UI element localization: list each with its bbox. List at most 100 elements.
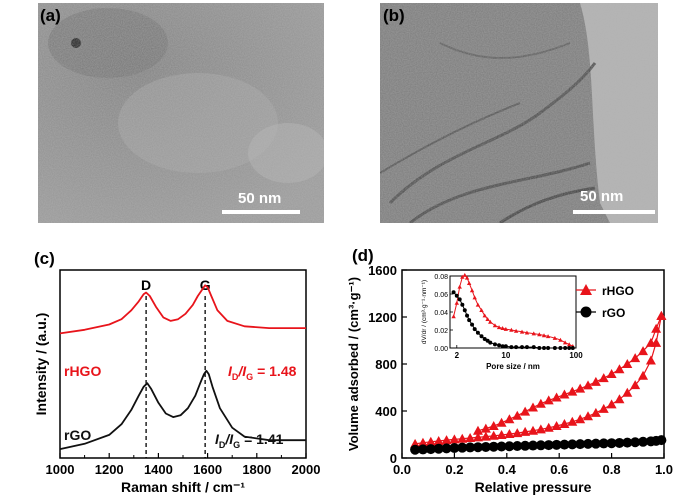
inset-point-rHGO xyxy=(457,284,462,289)
inset-y-tick-label: 0.00 xyxy=(434,346,448,353)
x-tick-label: 0.2 xyxy=(445,462,463,477)
inset-point-rHGO xyxy=(558,337,563,342)
point-rHGO-ads xyxy=(449,434,460,444)
inset-point-rGO xyxy=(457,297,462,302)
point-rHGO-ads xyxy=(575,414,586,424)
inset-point-rHGO xyxy=(496,325,502,330)
inset-point-rHGO xyxy=(451,314,456,319)
point-rGO xyxy=(567,439,578,450)
point-rHGO-ads xyxy=(614,394,625,404)
point-rHGO-ads xyxy=(528,425,538,435)
point-rGO xyxy=(598,438,609,449)
x-tick-label: 0.4 xyxy=(498,462,517,477)
point-rHGO-ads xyxy=(472,432,483,442)
x-tick-label: 1800 xyxy=(242,462,271,477)
series-label-rHGO: rHGO xyxy=(64,363,101,379)
x-tick-label: 1000 xyxy=(46,462,75,477)
inset-point-rHGO xyxy=(462,272,467,277)
inset-point-rGO xyxy=(563,346,568,350)
panel-label-d: (d) xyxy=(352,246,374,265)
inset-point-rHGO xyxy=(464,275,470,280)
inset-point-rGO xyxy=(454,293,459,298)
inset-point-rHGO xyxy=(537,332,542,337)
inset-point-rGO xyxy=(524,345,529,350)
panel-label-a: (a) xyxy=(40,6,61,25)
point-rHGO-des xyxy=(543,395,554,405)
inset-point-rHGO xyxy=(482,313,487,318)
x-tick-label: 2000 xyxy=(292,462,321,477)
inset-point-rGO xyxy=(465,313,470,318)
point-rHGO-des xyxy=(598,373,609,383)
inset-point-rHGO xyxy=(488,319,493,324)
point-rHGO-ads xyxy=(457,433,468,443)
tem-image-b xyxy=(380,3,658,223)
y-tick-label: 400 xyxy=(375,404,397,419)
x-tick-label: 0.8 xyxy=(603,462,621,477)
point-rGO xyxy=(496,441,507,452)
series-line-rGO xyxy=(59,369,306,450)
inset-point-rGO xyxy=(462,308,467,313)
point-rHGO-ads xyxy=(496,429,507,439)
scale-bar-b xyxy=(573,210,655,214)
point-rHGO-ads xyxy=(567,416,578,426)
inset-point-rHGO xyxy=(475,302,481,307)
point-rHGO-des xyxy=(590,376,601,386)
inset-point-rHGO xyxy=(524,330,530,335)
inset-point-rGO xyxy=(500,344,505,349)
inset-point-rGO xyxy=(537,346,542,350)
point-rGO xyxy=(583,438,594,449)
x-tick-label: 0.6 xyxy=(550,462,568,477)
legend-label-rHGO: rHGO xyxy=(602,284,634,298)
y-tick-label: 0 xyxy=(390,451,397,466)
point-rGO xyxy=(614,437,625,448)
point-rGO xyxy=(480,441,491,452)
inset-point-rGO xyxy=(470,322,475,327)
inset-point-rHGO xyxy=(519,329,525,334)
point-rGO xyxy=(535,440,546,451)
panel-label-c: (c) xyxy=(34,249,55,268)
inset-point-rGO xyxy=(546,346,551,350)
point-rHGO-ads xyxy=(630,380,641,390)
inset-point-rGO xyxy=(479,334,484,339)
point-rGO xyxy=(528,440,538,451)
isotherm-chart: 0.0 0.2 0.4 0.6 0.8 1.0 0 400 800 1200 1600 Relativ… xyxy=(346,263,673,495)
x-tick-label: 0.0 xyxy=(393,462,411,477)
point-rGO xyxy=(622,437,633,448)
x-tick-label: 1.0 xyxy=(655,462,673,477)
inset-point-rHGO xyxy=(472,295,477,300)
tem-image-a xyxy=(38,3,324,223)
point-rHGO-des xyxy=(567,386,578,396)
point-rHGO-des xyxy=(622,359,633,368)
ratio-label-rGO: ID/IG = 1.41 xyxy=(215,431,284,450)
inset-y-tick-label: 0.04 xyxy=(434,310,448,317)
x-tick-label: 1400 xyxy=(144,462,173,477)
inset-y-tick-label: 0.06 xyxy=(434,292,448,299)
inset-point-rHGO xyxy=(485,317,490,321)
x-axis-label: Relative pressure xyxy=(475,479,592,495)
inset-y-tick-label: 0.08 xyxy=(434,274,448,281)
raman-chart: 1000 1200 1400 1600 1800 2000 Raman shift / cm… xyxy=(33,269,321,495)
scale-bar-label-a: 50 nm xyxy=(238,190,282,207)
inset-point-rGO xyxy=(488,340,493,345)
point-rGO xyxy=(630,437,641,448)
point-rGO xyxy=(551,439,562,450)
inset-point-rHGO xyxy=(500,326,505,330)
point-rHGO-des xyxy=(528,402,538,412)
inset-point-rGO xyxy=(509,345,514,350)
inset-x-tick-label: 2 xyxy=(455,351,460,360)
x-axis-label: Raman shift / cm⁻¹ xyxy=(121,479,245,495)
point-rGO xyxy=(520,440,531,451)
y-axis-label: Intensity / (a.u.) xyxy=(33,313,49,416)
point-rHGO-ads xyxy=(590,407,601,417)
inset-point-rGO xyxy=(570,346,575,350)
inset-point-rHGO xyxy=(454,300,459,305)
ratio-label-rHGO: ID/IG = 1.48 xyxy=(228,363,297,382)
point-rGO xyxy=(417,444,428,455)
legend-marker-rGO xyxy=(580,306,592,318)
point-rHGO-ads xyxy=(598,403,609,413)
point-rHGO-des xyxy=(472,425,483,435)
point-rHGO-ads xyxy=(551,421,562,431)
point-rHGO-des xyxy=(575,383,586,393)
inset-point-rHGO xyxy=(541,333,547,338)
point-rHGO-des xyxy=(512,410,523,420)
